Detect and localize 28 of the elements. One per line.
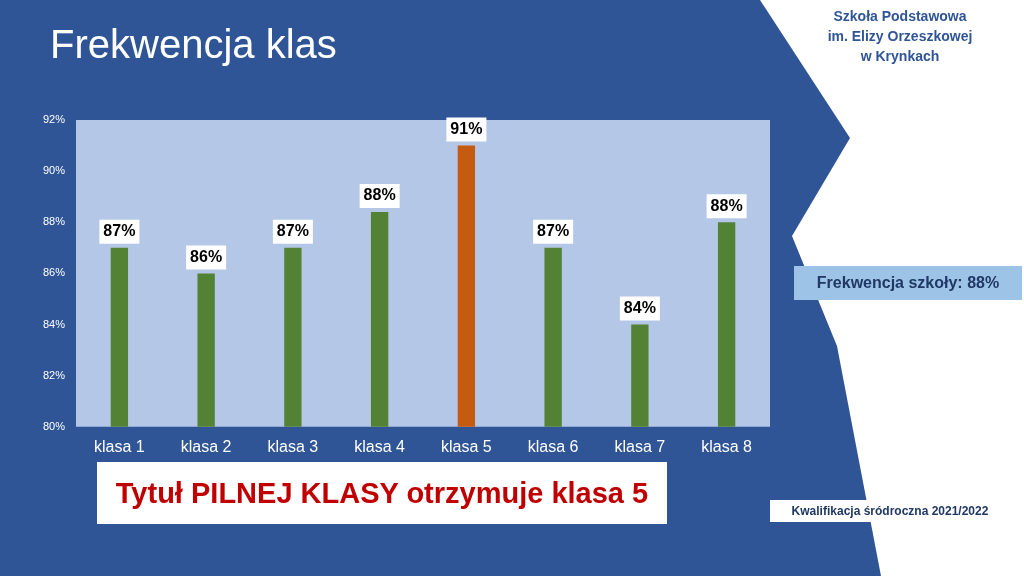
y-tick-label: 90% [42,164,66,177]
text: Frekwencja szkoły: 88% [794,266,1022,300]
chart-title: Frekwencja klas [50,22,337,67]
text: Kwalifikacja śródroczna 2021/2022 [770,500,1010,522]
data-label: 87% [276,222,309,240]
y-tick-label: 82% [42,368,66,381]
x-tick-label: klasa 3 [267,437,319,455]
x-tick-label: klasa 7 [614,437,666,455]
data-label: 88% [363,186,396,204]
y-tick-label: 84% [42,317,66,330]
x-tick-label: klasa 2 [180,437,232,455]
data-label: 88% [710,196,743,214]
data-label: 84% [623,298,656,316]
y-tick-label: 80% [42,419,66,432]
text: Szkoła Podstawowa im. Elizy Orzeszkowej w Krynkach [826,7,974,66]
data-label: 87% [537,222,570,240]
text: Tytuł PILNEJ KLASY otrzymuje klasa 5 [97,462,667,524]
y-tick-label: 86% [42,266,66,279]
x-tick-label: klasa 1 [94,437,145,455]
x-tick-label: klasa 4 [354,437,406,455]
x-tick-label: klasa 8 [701,437,753,455]
data-label: 91% [450,119,483,137]
y-tick-label: 88% [42,215,66,228]
x-tick-label: klasa 5 [441,437,492,455]
data-label: 86% [190,247,223,265]
y-tick-label: 92% [42,113,66,126]
x-tick-label: klasa 6 [527,437,579,455]
data-label: 87% [103,222,136,240]
